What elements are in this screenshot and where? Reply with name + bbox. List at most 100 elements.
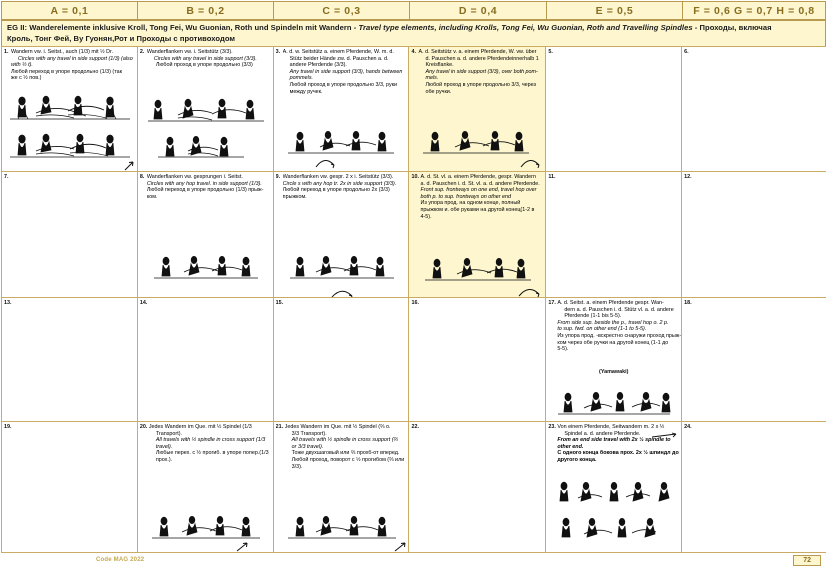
element-11-text: 11. [546, 172, 681, 181]
difficulty-value-a: A = 0,1 [1, 1, 137, 20]
element-cell-15[interactable]: 15. [273, 298, 410, 422]
desc-line: Любые перех. с ½ прогиб. в упоре попер.(… [155, 450, 269, 457]
element-15-text: 15. [274, 298, 409, 307]
element-8-number: 8. [139, 174, 145, 180]
element-9-number: 9. [275, 174, 281, 180]
desc-line: pommels. [289, 75, 314, 82]
element-21-text: 21. [274, 422, 409, 431]
desc-line: Kreisflanke. [425, 62, 454, 69]
difficulty-value-row: A = 0,1 B = 0,2 C = 0,3 D = 0,4 E = 0,5 … [1, 1, 826, 20]
pommel-horse-sequence-icon [10, 95, 130, 158]
desc-line: All travels with ½ spindle in cross supp… [155, 437, 266, 444]
pommel-horse-sequence-icon [289, 255, 394, 279]
pommel-horse-sequence-icon [287, 515, 396, 539]
element-cell-1[interactable]: 1. Wandern vw. i. Seitst., auch (1/3) mi… [2, 47, 138, 172]
element-cell-18[interactable]: 18. [682, 298, 826, 422]
element-cell-5[interactable]: 5. [546, 47, 683, 172]
element-cell-10[interactable]: 10. A. d. St. vl. a. einem Pferdende, ge… [409, 172, 547, 298]
element-11-number: 11. [548, 174, 556, 180]
element-23-figures [552, 474, 681, 551]
element-7-number: 7. [4, 174, 9, 180]
element-cell-16[interactable]: 16. [409, 298, 547, 422]
element-cell-23[interactable]: 23. Von einem Pferdende, Seitwandern m. … [546, 422, 683, 553]
element-cell-12[interactable]: 12. [682, 172, 826, 298]
pommel-horse-sequence-icon [287, 130, 394, 154]
desc-line: Любой переход в упоре продольно 2х (3/3) [282, 187, 390, 194]
element-cell-2[interactable]: 2. Wanderflanken vw. i. Seitstütz (3/3).… [137, 47, 274, 172]
element-group-line-2: Кроль, Тонг Фей, Ву Гуонян,Рот и Проходы… [7, 33, 236, 43]
element-cell-7[interactable]: 7. [2, 172, 138, 298]
element-24-number: 24. [684, 424, 692, 430]
element-3-figures [282, 105, 409, 166]
desc-line: Wanderflanken vw. i. Seitstütz (3/3). [146, 49, 233, 55]
eg-text-en: Travel type elements, including Krolls, … [358, 23, 693, 32]
element-3-description: A. d. w. Seitstütz a. einem Pferdende, W… [283, 49, 409, 95]
desc-line: Von einem Pferdende, Seitwandern m. 2 x … [557, 424, 665, 430]
element-cell-22[interactable]: 22. [409, 422, 547, 553]
desc-line: прыжком. [282, 193, 307, 200]
element-16-number: 16. [411, 300, 420, 306]
element-2-figures [144, 91, 273, 168]
element-23-text: 23. [546, 422, 681, 431]
element-cell-4[interactable]: 4. A. d. Seitstütz v. a. einem Pferdende… [409, 47, 547, 172]
desc-line: A. d. w. Seitstütz a. einem Pferdende, W… [282, 49, 394, 55]
travel-direction-arrow-icon [517, 284, 541, 297]
element-1-number: 1. [4, 49, 9, 55]
element-cell-21[interactable]: 21. Jedes Wandern im Que. mit ½ Spindel … [273, 422, 410, 553]
element-cell-11[interactable]: 11. [546, 172, 683, 298]
element-cell-13[interactable]: 13. [2, 298, 138, 422]
element-9-text: 9. [274, 172, 409, 181]
element-cell-8[interactable]: 8. Wanderflanken vw. gesprungen i. Seits… [137, 172, 274, 298]
element-cell-3[interactable]: 3. A. d. w. Seitstütz a. einem Pferdende… [273, 47, 410, 172]
desc-line: From an end side travel with 2x ½ spindl… [557, 437, 671, 444]
desc-line: другого конца. [557, 456, 597, 463]
element-cell-19[interactable]: 19. [2, 422, 138, 553]
desc-line: Spindel a. d. andere Pferdende. [564, 430, 641, 437]
travel-direction-arrow-icon [330, 286, 354, 297]
element-21-number: 21. [275, 424, 284, 430]
desc-line: Wanderflanken vw. gesprungen i. Seitst. [146, 174, 243, 180]
element-group-description: EG II: Wanderelemente inklusive Kroll, T… [1, 20, 826, 47]
element-22-text: 22. [409, 422, 545, 431]
desc-line: A. d. Seitst. a. einem Pferdende gespr. … [557, 300, 664, 306]
element-cell-20[interactable]: 20. Jedes Wandern im Que. mit ½ Spindel … [137, 422, 274, 553]
element-14-text: 14. [138, 298, 273, 307]
desc-line: ком через обе ручки на другой конец (1-1… [557, 339, 669, 346]
element-4-figures [417, 107, 545, 166]
element-19-text: 19. [2, 422, 137, 431]
element-12-number: 12. [684, 174, 692, 180]
element-1-description: Wandern vw. i. Seitst., auch (1/3) mit ½… [11, 49, 137, 82]
desc-line: Из упора прод. на одном конце, полный [420, 200, 521, 207]
element-cell-9[interactable]: 9. Wanderflanken vw. gespr. 2 x i. Seits… [273, 172, 410, 298]
desc-line: Stütz beider Hände zw. d. Pauschen a. d. [289, 55, 389, 62]
element-cell-24[interactable]: 24. [682, 422, 826, 553]
travel-direction-arrow-icon [314, 155, 336, 171]
desc-line: между ручек. [289, 88, 323, 95]
desc-line: other end. [557, 443, 584, 450]
grid-row-2: 7. 8. Wanderflanken vw. gesprungen i. Se… [2, 172, 826, 298]
element-13-text: 13. [2, 298, 137, 307]
element-8-description: Wanderflanken vw. gesprungen i. Seitst. … [147, 174, 273, 200]
element-2-number: 2. [139, 49, 145, 55]
desc-line: прох.). [155, 456, 173, 463]
element-6-number: 6. [684, 49, 689, 55]
element-22-number: 22. [411, 424, 420, 430]
desc-line: Jedes Wandern im Que. mit ½ Spindel (1/3 [148, 424, 252, 430]
element-cell-14[interactable]: 14. [137, 298, 274, 422]
element-6-text: 6. [682, 47, 826, 56]
elements-grid: 1. Wandern vw. i. Seitst., auch (1/3) mi… [1, 46, 826, 553]
element-8-text: 8. [138, 172, 273, 181]
desc-line: Из упора прод. -вскрестно снаружи проход… [557, 332, 682, 339]
element-cell-17[interactable]: 17. A. d. Seitst. a. einem Pferdende ges… [546, 298, 683, 422]
element-1-figures [6, 87, 137, 170]
travel-arrow-icon [124, 159, 136, 171]
element-4-number: 4. [411, 49, 417, 55]
desc-line: A. d. St. vl. a. einem Pferdende, gespr.… [420, 174, 536, 180]
desc-line: Front sup. frontways on one end, travel … [420, 187, 537, 194]
element-cell-6[interactable]: 6. [682, 47, 826, 172]
desc-line: d. Pauschen a. d. andere Pferdendeinnerh… [425, 55, 539, 62]
element-21-description: Jedes Wandern im Que. mit ½ Spindel (⅔ o… [285, 424, 409, 470]
element-2-description: Wanderflanken vw. i. Seitstütz (3/3). Ci… [147, 49, 273, 69]
element-12-text: 12. [682, 172, 826, 181]
